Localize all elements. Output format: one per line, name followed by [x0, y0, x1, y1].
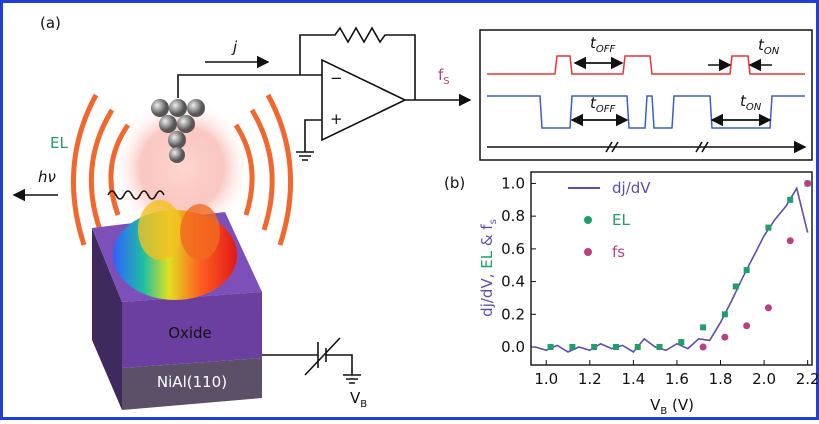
bias-label: VB — [350, 389, 367, 410]
x-axis-label: VB (V) — [650, 396, 694, 417]
panel-label: (b) — [444, 174, 465, 192]
label-part: dj/dV, — [478, 269, 496, 317]
legend-label: dj/dV — [612, 179, 651, 197]
sub: OFF — [596, 44, 616, 55]
point — [733, 283, 739, 289]
point — [787, 197, 793, 203]
y-tick-label: 0.4 — [501, 273, 525, 291]
label-part: s — [488, 219, 499, 224]
y-tick-label: 0.2 — [501, 305, 525, 323]
x-tick-label: 2.0 — [752, 370, 776, 388]
el-label: EL — [50, 134, 68, 152]
point — [548, 344, 554, 350]
x-tick-label: 1.4 — [621, 370, 645, 388]
point — [700, 324, 706, 330]
point — [721, 334, 728, 341]
label-part: & — [478, 230, 496, 251]
photon-label: hν — [38, 168, 56, 186]
legend-label: EL — [612, 211, 630, 229]
battery — [262, 338, 361, 383]
point — [722, 311, 728, 317]
point — [765, 225, 771, 231]
point — [765, 304, 772, 311]
point — [787, 237, 794, 244]
point — [743, 322, 750, 329]
legend-swatch — [584, 216, 592, 224]
y-tick-label: 1.0 — [501, 174, 525, 192]
x-tick-label: 1.6 — [665, 370, 689, 388]
point — [804, 180, 811, 187]
x-tick-label: 1.2 — [578, 370, 602, 388]
point — [613, 344, 619, 350]
tail: (V) — [667, 396, 694, 414]
legend-label: fs — [612, 243, 625, 261]
point — [744, 267, 750, 273]
plot-frame — [531, 172, 812, 365]
sub: ON — [746, 102, 762, 113]
current-label: j — [231, 38, 238, 56]
point — [569, 344, 575, 350]
sub: OFF — [596, 104, 616, 115]
point — [678, 339, 684, 345]
x-tick-label: 1.8 — [709, 370, 733, 388]
y-tick-label: 0.0 — [501, 338, 525, 356]
point — [591, 344, 597, 350]
orbital-lobe — [180, 204, 220, 260]
orbital-lobe — [138, 200, 182, 260]
legend-swatch — [584, 248, 592, 256]
output-label: fS — [438, 66, 450, 87]
y-tick-label: 0.8 — [501, 207, 525, 225]
point — [700, 344, 707, 351]
op-amp-minus: − — [330, 69, 343, 87]
sub: S — [443, 76, 449, 87]
figure: (a) EL hν Oxide NiAl(110) − + j fS VB tO… — [0, 0, 819, 420]
y-axis-label: dj/dV, EL & fs — [478, 219, 499, 317]
sub: ON — [764, 46, 780, 57]
label-part: EL — [478, 250, 496, 268]
substrate-label: NiAl(110) — [157, 373, 227, 391]
line — [535, 188, 807, 352]
sub: B — [360, 399, 367, 410]
point — [657, 344, 663, 350]
x-tick-label: 1.0 — [534, 370, 558, 388]
point — [635, 344, 641, 350]
x-tick-label: 2.2 — [796, 370, 819, 388]
panel-label: (a) — [40, 14, 61, 32]
y-tick-label: 0.6 — [501, 240, 525, 258]
oxide-label: Oxide — [168, 324, 212, 342]
op-amp-plus: + — [330, 110, 343, 128]
